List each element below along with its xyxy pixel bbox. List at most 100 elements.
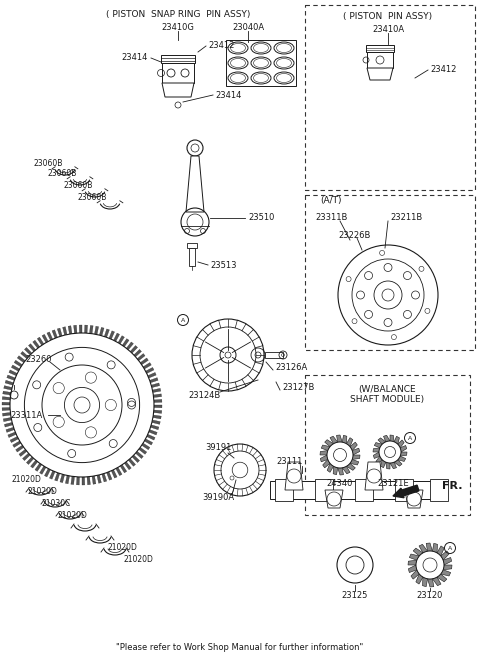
Polygon shape [126, 342, 133, 350]
Text: 23111: 23111 [277, 457, 303, 466]
Polygon shape [342, 466, 350, 474]
Polygon shape [152, 420, 160, 424]
Text: ( PISTON  PIN ASSY): ( PISTON PIN ASSY) [343, 12, 432, 20]
Polygon shape [135, 451, 144, 459]
Polygon shape [147, 434, 155, 440]
Polygon shape [285, 462, 303, 490]
Polygon shape [2, 413, 11, 416]
Text: 23127B: 23127B [282, 384, 314, 392]
Text: A: A [408, 436, 412, 440]
Text: 21020D: 21020D [123, 556, 153, 565]
Polygon shape [400, 445, 407, 452]
Bar [275, 479, 293, 501]
Polygon shape [16, 445, 24, 452]
Polygon shape [92, 476, 96, 484]
Polygon shape [21, 352, 28, 359]
Polygon shape [104, 329, 109, 337]
Polygon shape [116, 467, 122, 476]
Polygon shape [76, 477, 80, 485]
Polygon shape [367, 68, 393, 80]
Polygon shape [12, 365, 20, 371]
Polygon shape [390, 435, 394, 442]
Polygon shape [71, 476, 74, 485]
Polygon shape [373, 452, 380, 459]
Polygon shape [130, 346, 138, 353]
Polygon shape [374, 443, 382, 448]
Polygon shape [325, 490, 343, 508]
Polygon shape [333, 466, 338, 475]
Polygon shape [10, 436, 18, 443]
Polygon shape [79, 325, 82, 333]
Polygon shape [398, 456, 406, 461]
Polygon shape [26, 457, 34, 464]
Text: 23060B: 23060B [63, 180, 92, 190]
Polygon shape [408, 565, 417, 573]
Polygon shape [394, 460, 402, 466]
Circle shape [367, 469, 381, 483]
Polygon shape [186, 156, 204, 212]
Polygon shape [55, 473, 60, 481]
Text: (W/BALANCE
SHAFT MODULE): (W/BALANCE SHAFT MODULE) [350, 385, 424, 404]
Circle shape [327, 492, 341, 506]
Text: 21020D: 21020D [27, 487, 57, 497]
Polygon shape [111, 470, 117, 478]
Polygon shape [45, 468, 50, 477]
Polygon shape [437, 546, 444, 556]
Polygon shape [336, 435, 342, 442]
Polygon shape [97, 475, 101, 483]
Polygon shape [432, 577, 441, 586]
Polygon shape [153, 415, 161, 419]
Text: A: A [181, 318, 185, 323]
Polygon shape [437, 574, 447, 582]
Polygon shape [416, 574, 423, 584]
Bar [355, 479, 373, 501]
Polygon shape [143, 363, 151, 369]
Polygon shape [2, 407, 10, 411]
Bar [305, 5, 475, 190]
Polygon shape [408, 560, 417, 565]
Polygon shape [154, 405, 162, 408]
Polygon shape [7, 375, 15, 380]
Polygon shape [134, 350, 142, 357]
Polygon shape [386, 462, 390, 469]
Ellipse shape [230, 73, 245, 83]
Polygon shape [324, 440, 334, 447]
Text: 23060B: 23060B [33, 159, 62, 167]
Polygon shape [2, 402, 10, 405]
Polygon shape [347, 438, 353, 447]
Polygon shape [14, 360, 22, 367]
Polygon shape [24, 348, 32, 355]
Circle shape [42, 365, 122, 445]
Polygon shape [365, 462, 383, 490]
Polygon shape [90, 325, 93, 334]
Polygon shape [57, 328, 62, 337]
Polygon shape [320, 451, 328, 455]
Text: 23412: 23412 [430, 66, 456, 75]
Text: 23311A: 23311A [10, 411, 42, 419]
Polygon shape [394, 436, 399, 444]
Circle shape [10, 333, 154, 477]
Polygon shape [327, 463, 334, 472]
Bar [395, 479, 413, 501]
Polygon shape [384, 436, 390, 442]
Circle shape [64, 388, 100, 422]
Polygon shape [144, 439, 153, 445]
Polygon shape [154, 400, 162, 403]
Polygon shape [162, 83, 194, 97]
Text: 23513: 23513 [210, 260, 237, 270]
Polygon shape [82, 477, 85, 485]
Text: 23414: 23414 [215, 91, 241, 100]
Circle shape [334, 449, 347, 462]
Text: 23126A: 23126A [275, 363, 307, 373]
Polygon shape [109, 331, 115, 339]
Polygon shape [3, 417, 12, 422]
Polygon shape [140, 358, 148, 365]
Ellipse shape [276, 73, 291, 83]
Bar [161, 55, 195, 63]
Polygon shape [23, 453, 30, 461]
Text: 23060B: 23060B [48, 169, 77, 178]
Bar [189, 248, 195, 266]
Polygon shape [443, 558, 452, 565]
Bar [315, 479, 333, 501]
Polygon shape [148, 373, 156, 378]
